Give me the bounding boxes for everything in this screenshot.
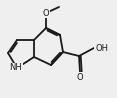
Text: OH: OH xyxy=(95,44,108,53)
Text: NH: NH xyxy=(10,64,22,73)
Text: O: O xyxy=(77,73,83,82)
Text: O: O xyxy=(43,9,49,18)
